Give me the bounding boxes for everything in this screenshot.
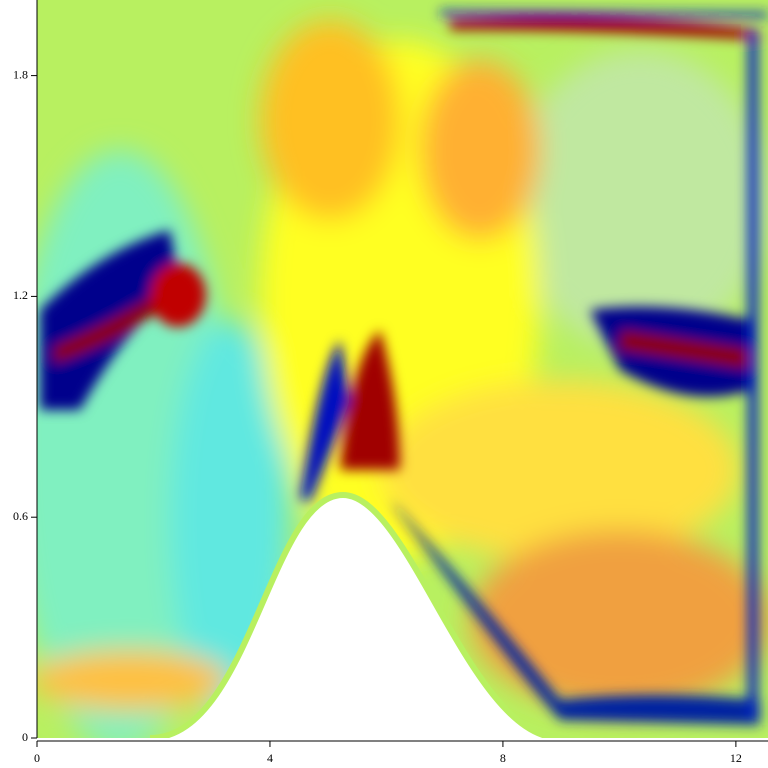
y-tick-label: 0.6	[13, 509, 28, 523]
x-tick-label: 8	[500, 751, 506, 765]
y-tick-label: 0	[22, 730, 28, 744]
x-tick-label: 0	[34, 751, 40, 765]
y-tick-label: 1.8	[13, 67, 28, 81]
field	[37, 0, 768, 738]
x-tick-label: 4	[267, 751, 273, 765]
x-tick-label: 12	[730, 751, 742, 765]
y-tick-label: 1.2	[13, 288, 28, 302]
